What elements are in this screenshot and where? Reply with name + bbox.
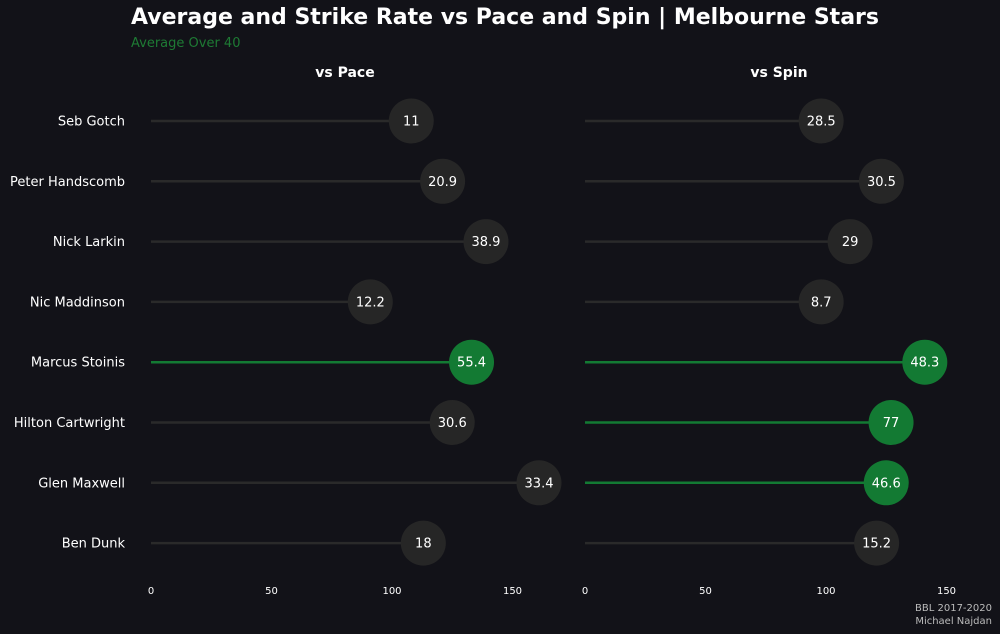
panel: vs Pace 0 50 100 150 11 20.9 38.9 12.2 55.4 30.6 33… bbox=[148, 65, 562, 597]
average-label: 12.2 bbox=[356, 295, 385, 310]
average-label: 48.3 bbox=[910, 356, 939, 371]
x-tick-label: 50 bbox=[699, 586, 712, 597]
x-tick-label: 150 bbox=[937, 586, 956, 597]
average-label: 33.4 bbox=[525, 476, 554, 491]
lollipop-point bbox=[858, 158, 904, 204]
x-tick-label: 100 bbox=[382, 586, 401, 597]
average-label: 29 bbox=[842, 235, 859, 250]
average-label: 20.9 bbox=[428, 175, 457, 190]
lollipop-point bbox=[429, 400, 475, 445]
player-name: Nick Larkin bbox=[53, 235, 125, 250]
average-label: 77 bbox=[883, 416, 900, 431]
lollipop-point bbox=[902, 339, 948, 385]
panels: vs Pace 0 50 100 150 11 20.9 38.9 12.2 55.4 30.6 33… bbox=[148, 65, 956, 597]
lollipop-point bbox=[798, 279, 844, 325]
average-label: 18 bbox=[415, 537, 432, 552]
lollipop-point bbox=[400, 520, 446, 566]
lollipop-point bbox=[388, 98, 434, 144]
panel-title: vs Pace bbox=[315, 65, 374, 81]
x-tick-label: 0 bbox=[148, 586, 154, 597]
lollipop-point bbox=[798, 98, 844, 144]
lollipop-point bbox=[449, 339, 495, 385]
average-label: 28.5 bbox=[807, 115, 836, 130]
player-names: Seb Gotch Peter Handscomb Nick Larkin Nic M… bbox=[10, 115, 125, 552]
x-tick-label: 150 bbox=[503, 586, 522, 597]
lollipop-point bbox=[463, 219, 509, 265]
x-tick-label: 50 bbox=[265, 586, 278, 597]
player-name: Peter Handscomb bbox=[10, 175, 125, 190]
average-label: 15.2 bbox=[862, 537, 891, 552]
player-name: Seb Gotch bbox=[58, 115, 125, 130]
average-label: 30.5 bbox=[867, 175, 896, 190]
average-label: 46.6 bbox=[872, 476, 901, 491]
player-name: Glen Maxwell bbox=[38, 476, 125, 491]
average-label: 55.4 bbox=[457, 356, 486, 371]
chart-title: Average and Strike Rate vs Pace and Spin… bbox=[131, 5, 879, 30]
player-name: Nic Maddinson bbox=[30, 295, 125, 310]
player-name: Hilton Cartwright bbox=[14, 416, 125, 431]
lollipop-point bbox=[516, 460, 562, 506]
panel: vs Spin 0 50 100 150 28.5 30.5 29 8.7 48.3 77 46.6 1… bbox=[582, 65, 956, 597]
player-name: Ben Dunk bbox=[62, 537, 126, 552]
lollipop-point bbox=[854, 520, 900, 566]
caption-source: BBL 2017-2020 bbox=[915, 603, 992, 614]
average-label: 8.7 bbox=[811, 295, 832, 310]
panel-title: vs Spin bbox=[750, 65, 807, 81]
x-tick-label: 0 bbox=[582, 586, 588, 597]
lollipop-point bbox=[863, 460, 909, 506]
lollipop-point bbox=[827, 219, 873, 265]
average-label: 38.9 bbox=[472, 235, 501, 250]
lollipop-point bbox=[868, 400, 914, 445]
average-label: 11 bbox=[403, 115, 420, 130]
chart-subtitle: Average Over 40 bbox=[131, 36, 240, 51]
lollipop-point bbox=[420, 158, 466, 204]
player-name: Marcus Stoinis bbox=[31, 356, 125, 371]
lollipop-point bbox=[347, 279, 393, 325]
caption-author: Michael Najdan bbox=[915, 616, 992, 627]
x-tick-label: 100 bbox=[816, 586, 835, 597]
average-label: 30.6 bbox=[438, 416, 467, 431]
